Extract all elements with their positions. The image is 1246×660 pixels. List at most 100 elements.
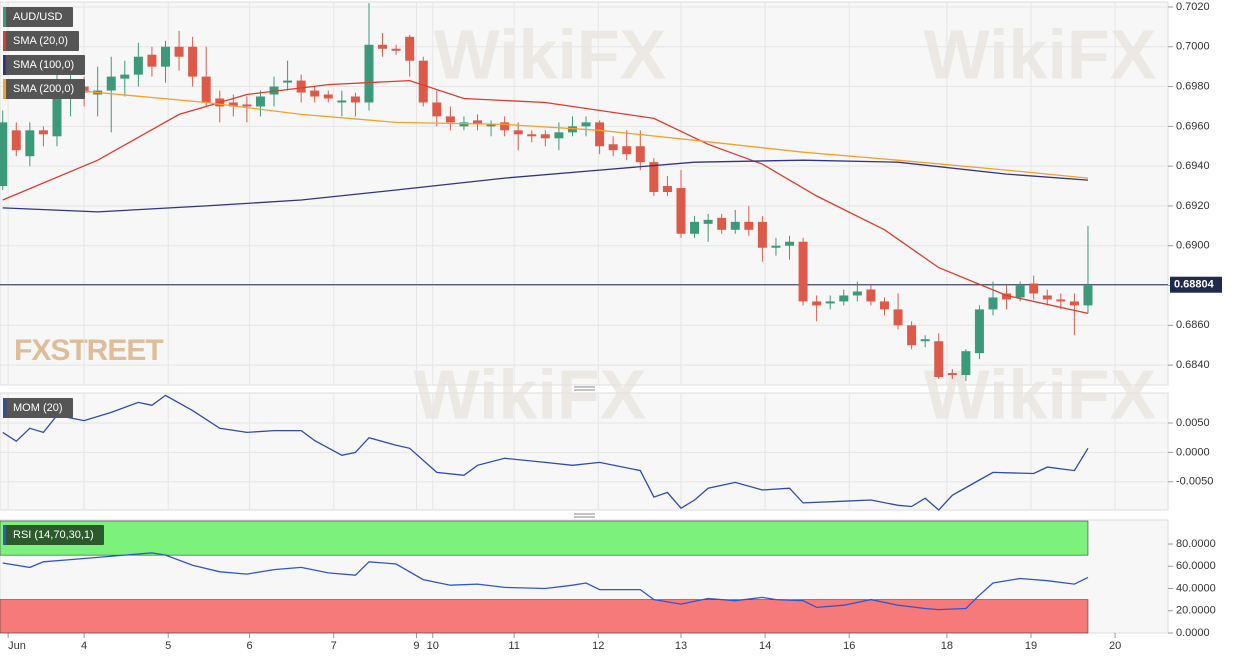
y-tick-label: 0.6900 [1176, 240, 1210, 252]
candle-body [852, 291, 862, 296]
y-tick-label: 40.0000 [1176, 582, 1216, 594]
candle-body [242, 104, 252, 107]
candle-body [106, 76, 116, 91]
y-tick-label: 0.6840 [1176, 359, 1210, 371]
legend-label: AUD/USD [13, 11, 63, 23]
candle-body [974, 309, 984, 354]
legend-box [3, 398, 73, 418]
candle-body [690, 221, 700, 234]
y-tick-label: 0.7020 [1176, 1, 1210, 13]
candle-body [703, 219, 713, 224]
legend-label: SMA (200,0) [13, 83, 74, 95]
candle-body [38, 130, 48, 135]
candle-body [934, 341, 944, 378]
candle-body [1069, 301, 1079, 306]
last-price-box [1170, 276, 1222, 293]
oversold-band [0, 599, 1089, 634]
legend-label: SMA (20,0) [13, 35, 68, 47]
x-tick-label: Jun [8, 640, 26, 652]
candle-body [798, 241, 808, 302]
x-tick-label: 11 [508, 640, 519, 652]
candle-body [364, 44, 374, 103]
candle-body [595, 122, 605, 147]
y-tick-label: 0.6980 [1176, 80, 1210, 92]
x-tick-label: 7 [331, 640, 337, 652]
candle-body [1029, 283, 1039, 294]
legend-swatch [3, 7, 6, 27]
overbought-band [0, 520, 1089, 556]
candle-body [432, 102, 442, 117]
candle-body [500, 122, 510, 131]
x-tick-label: 16 [843, 640, 855, 652]
candle-body [161, 46, 171, 67]
candle-body [757, 221, 767, 248]
y-tick-label: 0.0000 [1176, 446, 1210, 458]
candle-body [622, 146, 632, 155]
candle-body [337, 100, 347, 103]
y-tick-label: 60.0000 [1176, 560, 1216, 572]
candle-body [120, 74, 130, 79]
y-tick-label: 80.0000 [1176, 538, 1216, 550]
legend-label: RSI (14,70,30,1) [13, 529, 94, 541]
candle-body [839, 295, 849, 302]
candle-body [228, 102, 238, 107]
candle-body [540, 134, 550, 139]
candle-body [391, 48, 401, 51]
legend-item: SMA (100,0) [3, 55, 85, 75]
candle-body [812, 301, 822, 306]
candle-body [133, 56, 143, 75]
watermark: WikiFX [434, 15, 667, 93]
candle-body [201, 76, 211, 103]
candle-body [418, 60, 428, 103]
y-tick-label: 0.7000 [1176, 41, 1210, 53]
legend-item: RSI (14,70,30,1) [3, 525, 104, 545]
candle-body [1002, 293, 1012, 300]
candle-body [296, 80, 306, 93]
candle-body [459, 122, 469, 127]
candle-body [920, 339, 930, 342]
candle-body [283, 80, 293, 83]
candle-body [866, 289, 876, 302]
candle-body [1056, 299, 1066, 302]
candle-body [567, 126, 577, 133]
legend-swatch [3, 525, 6, 545]
y-tick-label: 0.6920 [1176, 200, 1210, 212]
candle-body [11, 130, 21, 151]
candle-body [25, 130, 35, 157]
candle-body [473, 120, 483, 125]
series-line [2, 394, 1089, 511]
legend-item: MOM (20) [3, 398, 73, 418]
candle-body [676, 188, 686, 234]
x-tick-label: 13 [675, 640, 687, 652]
legend-swatch [3, 31, 6, 51]
y-tick-label: 0.6940 [1176, 160, 1210, 172]
x-tick-label: 12 [592, 640, 604, 652]
candle-body [554, 132, 564, 139]
legend-label: MOM (20) [13, 402, 63, 414]
legend-swatch [3, 79, 6, 99]
candle-body [1042, 295, 1052, 300]
legend-item: AUD/USD [3, 7, 73, 27]
candle-body [147, 54, 157, 67]
candle-body [730, 221, 740, 230]
y-tick-label: 0.6960 [1176, 120, 1210, 132]
watermark: FXSTREET [14, 334, 163, 367]
candle-body [608, 144, 618, 151]
x-tick-label: 18 [941, 640, 953, 652]
legend-box [3, 31, 79, 51]
watermark: WikiFX [924, 15, 1157, 93]
legend-item: SMA (200,0) [3, 79, 85, 99]
candle-body [785, 241, 795, 246]
legend-swatch [3, 55, 6, 75]
candle-body [581, 122, 591, 127]
x-tick-label: 4 [81, 640, 87, 652]
candle-body [649, 162, 659, 193]
candle-body [188, 46, 198, 77]
candle-body [717, 217, 727, 230]
series-line [2, 552, 1089, 611]
candle-body [947, 373, 957, 376]
legend-box [3, 7, 73, 27]
legend-box [3, 525, 104, 545]
candle-body [52, 82, 62, 137]
y-tick-label: -0.0050 [1176, 476, 1213, 488]
